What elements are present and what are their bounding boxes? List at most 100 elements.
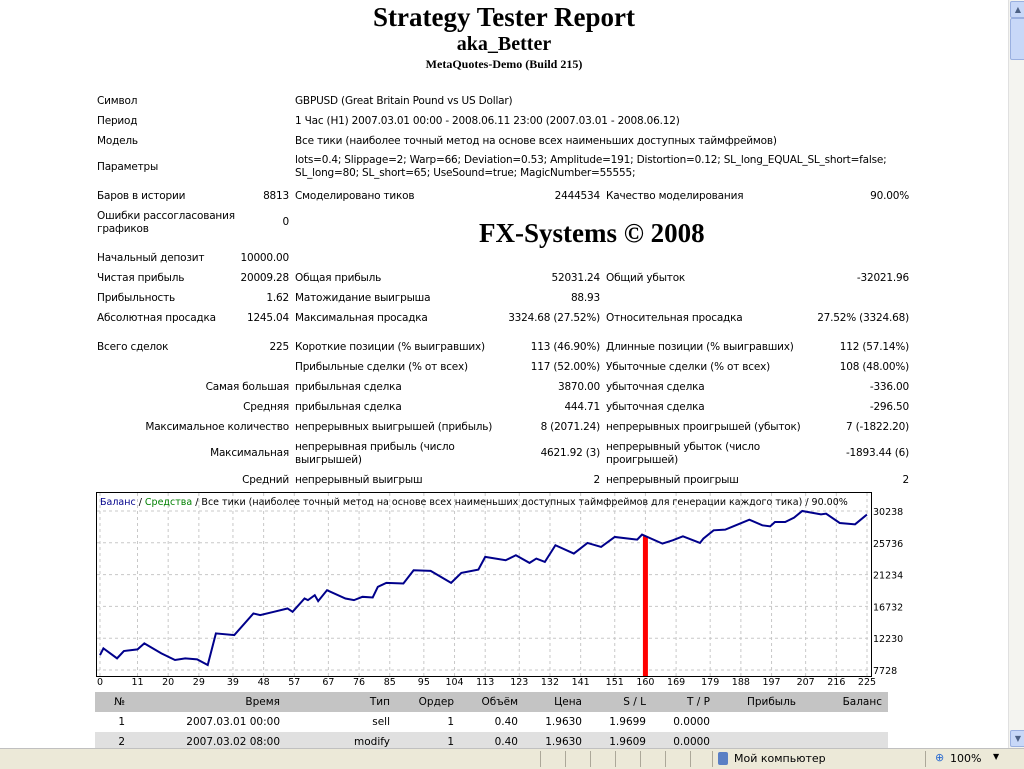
table-cell xyxy=(802,712,888,732)
server-build: MetaQuotes-Demo (Build 215) xyxy=(425,57,583,71)
legend-separator: / xyxy=(136,497,145,508)
deposit-label: Начальный депозит xyxy=(97,252,205,264)
maxval-loss-label-1: непрерывный убыток (число xyxy=(606,441,761,453)
table-cell: 1 xyxy=(396,732,460,748)
table-cell xyxy=(716,732,802,748)
short-value: 113 (46.90%) xyxy=(530,341,600,353)
win-value: 117 (52.00%) xyxy=(530,361,600,373)
column-header: Баланс xyxy=(802,692,888,712)
zoom-level[interactable]: 100% xyxy=(950,752,982,765)
avgcons-loss-label: непрерывный проигрыш xyxy=(606,474,739,486)
avg-loss-label: убыточная сделка xyxy=(606,401,705,413)
column-header: S / L xyxy=(588,692,652,712)
rel-dd-label: Относительная просадка xyxy=(606,312,743,324)
table-cell: 1.9630 xyxy=(545,716,582,728)
x-tick-label: 11 xyxy=(131,677,143,688)
x-tick-label: 57 xyxy=(288,677,300,688)
report-page: Strategy Tester Report aka_Better MetaQu… xyxy=(95,2,909,748)
ticks-label: Смоделировано тиков xyxy=(295,190,415,202)
avgcons-win-label: непрерывный выигрыш xyxy=(295,474,423,486)
abs-dd-label: Абсолютная просадка xyxy=(97,312,216,324)
avgcons-label: Средний xyxy=(242,474,289,486)
largest-loss-value: -336.00 xyxy=(869,381,909,393)
y-tick-label: 16732 xyxy=(873,602,903,613)
x-tick-label: 225 xyxy=(858,677,876,688)
column-header: Цена xyxy=(524,692,588,712)
zoom-dropdown-icon[interactable]: ▼ xyxy=(993,752,1000,761)
loss-label: Убыточные сделки (% от всех) xyxy=(606,361,770,373)
max-dd-value: 3324.68 (27.52%) xyxy=(508,312,600,324)
expect-label: Матожидание выигрыша xyxy=(295,292,431,304)
expect-value: 88.93 xyxy=(570,292,600,304)
errors-value: 0 xyxy=(282,216,290,228)
balance-line xyxy=(99,509,868,667)
errors-label-1: Ошибки рассогласования xyxy=(97,210,235,222)
y-tick-label: 12230 xyxy=(873,634,903,645)
period-value: 1 Час (H1) 2007.03.01 00:00 - 2008.06.11… xyxy=(295,115,680,127)
y-tick-label: 21234 xyxy=(873,571,903,582)
period-label: Период xyxy=(97,115,138,127)
pf-label: Прибыльность xyxy=(97,292,176,304)
gross-profit-label: Общая прибыль xyxy=(295,272,382,284)
maxval-win-label-2: выигрышей) xyxy=(295,454,362,466)
x-tick-label: 216 xyxy=(827,677,845,688)
expert-name: aka_Better xyxy=(456,33,552,55)
maxval-loss-value: -1893.44 (6) xyxy=(845,447,909,459)
ticks-value: 2444534 xyxy=(554,190,601,202)
maxcount-loss-label: непрерывных проигрышей (убыток) xyxy=(606,421,801,433)
largest-win-value: 3870.00 xyxy=(557,381,600,393)
x-tick-label: 20 xyxy=(162,677,174,688)
x-tick-label: 85 xyxy=(384,677,396,688)
table-cell: 2007.03.02 08:00 xyxy=(131,732,286,748)
short-label: Короткие позиции (% выигравших) xyxy=(295,341,485,353)
x-tick-label: 179 xyxy=(701,677,719,688)
x-tick-label: 113 xyxy=(476,677,494,688)
y-tick-label: 7728 xyxy=(873,666,897,677)
loss-value: 108 (48.00%) xyxy=(839,361,909,373)
errors-label-2: графиков xyxy=(97,223,149,235)
marker-bar xyxy=(642,536,648,676)
y-tick-label: 30238 xyxy=(873,507,903,518)
x-tick-label: 169 xyxy=(667,677,685,688)
avgcons-win-value: 2 xyxy=(593,474,601,486)
x-tick-label: 76 xyxy=(353,677,365,688)
gross-loss-value: -32021.96 xyxy=(856,272,909,284)
x-tick-label: 151 xyxy=(606,677,624,688)
model-value: Все тики (наиболее точный метод на основ… xyxy=(295,135,777,147)
table-cell xyxy=(802,732,888,748)
column-header: Тип xyxy=(286,692,396,712)
table-cell: 0.0000 xyxy=(673,716,710,728)
table-row: 2 2007.03.02 08:00 modify 1 0.40 1.9630 1.9609… xyxy=(95,732,888,748)
rel-dd-value: 27.52% (3324.68) xyxy=(817,312,909,324)
legend-equity: Средства xyxy=(145,497,192,508)
params-label: Параметры xyxy=(97,161,159,173)
x-tick-label: 123 xyxy=(510,677,528,688)
table-cell: 0.40 xyxy=(460,732,524,748)
x-tick-label: 132 xyxy=(541,677,559,688)
net-value: 20009.28 xyxy=(240,272,289,284)
scroll-thumb[interactable] xyxy=(1010,18,1024,60)
vertical-scrollbar[interactable]: ▲ ▼ xyxy=(1008,0,1024,748)
table-cell: 1.9699 xyxy=(609,716,646,728)
x-tick-label: 0 xyxy=(97,677,103,688)
long-value: 112 (57.14%) xyxy=(839,341,909,353)
column-header: T / P xyxy=(652,692,716,712)
column-header: Ордер xyxy=(396,692,460,712)
scroll-down-icon[interactable]: ▼ xyxy=(1010,730,1024,747)
maxval-label: Максимальная xyxy=(210,447,289,459)
symbol-label: Символ xyxy=(97,95,138,107)
maxcount-label: Максимальное количество xyxy=(145,421,289,433)
column-header: Объём xyxy=(460,692,524,712)
maxval-win-value: 4621.92 (3) xyxy=(540,447,601,459)
scroll-up-icon[interactable]: ▲ xyxy=(1010,1,1024,18)
balance-chart: 0 11 20 29 39 48 57 67 76 85 95 104 113 123 132 141 151 1… xyxy=(96,492,903,688)
zone-label: Мой компьютер xyxy=(734,752,826,765)
x-tick-label: 39 xyxy=(227,677,239,688)
x-tick-label: 141 xyxy=(572,677,590,688)
column-header: Прибыль xyxy=(716,692,802,712)
quality-value: 90.00% xyxy=(870,190,909,202)
bars-value: 8813 xyxy=(263,190,289,202)
zoom-icon[interactable]: ⊕ xyxy=(935,751,945,764)
y-tick-label: 25736 xyxy=(873,539,903,550)
